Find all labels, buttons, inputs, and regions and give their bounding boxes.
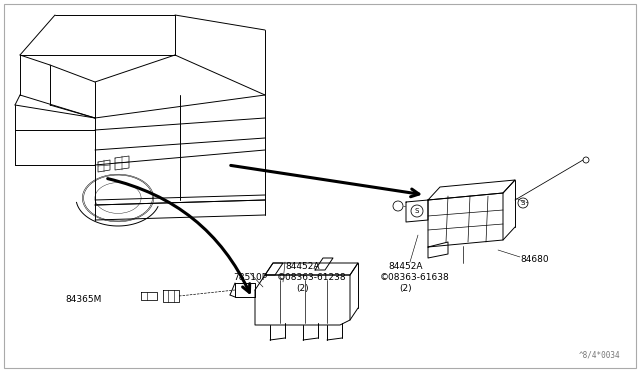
Text: ©08363-61238: ©08363-61238 — [277, 273, 347, 282]
Text: 78510P: 78510P — [233, 273, 267, 282]
Text: S: S — [415, 208, 419, 214]
Text: 84365M: 84365M — [65, 295, 101, 304]
Text: ©08363-61638: ©08363-61638 — [380, 273, 450, 282]
Text: (2): (2) — [296, 284, 308, 293]
Text: S: S — [521, 200, 525, 206]
Text: 84680: 84680 — [520, 255, 548, 264]
Text: ^8/4*0034: ^8/4*0034 — [579, 351, 620, 360]
Text: 84452A: 84452A — [285, 262, 319, 271]
Text: 84452A: 84452A — [388, 262, 422, 271]
Text: (2): (2) — [399, 284, 412, 293]
